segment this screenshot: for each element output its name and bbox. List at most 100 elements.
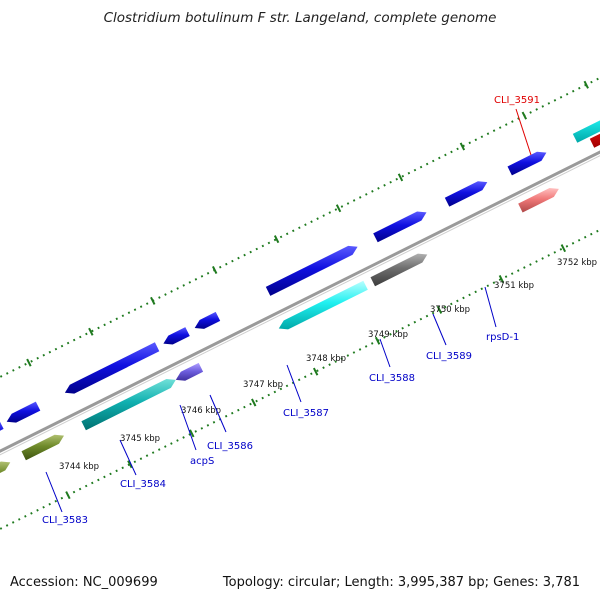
tick-row-outer-minor: [54, 347, 58, 351]
tick-row-inner-minor: [188, 433, 191, 436]
tick-row-inner-major: [127, 460, 133, 469]
tick-row-outer-minor: [340, 205, 344, 208]
tick-row-outer-minor: [243, 253, 246, 257]
tick-row-outer-minor: [18, 366, 21, 369]
tick-row-inner-major: [374, 336, 381, 345]
callout-line-CLI_3584: [119, 439, 137, 476]
tick-row-outer-minor: [456, 147, 459, 151]
tick-row-outer-minor: [115, 317, 119, 321]
tick-row-inner-minor: [529, 263, 532, 266]
tick-row-inner-minor: [72, 490, 76, 494]
tick-row-inner-minor: [212, 420, 216, 424]
gene-label-CLI_3587: CLI_3587: [283, 408, 329, 419]
tick-row-outer-minor: [395, 177, 398, 181]
tick-row-inner-minor: [565, 245, 569, 248]
gene-arrow: [373, 211, 427, 243]
tick-row-inner-minor: [30, 512, 33, 515]
tick-row-inner-minor: [352, 351, 356, 354]
tick-row-outer-minor: [273, 238, 277, 242]
tick-row-inner-minor: [230, 411, 234, 415]
tick-row-outer-minor: [237, 256, 240, 260]
tick-row-inner-minor: [553, 251, 557, 254]
tick-row-outer-minor: [547, 102, 551, 105]
tick-row-outer-minor: [206, 271, 210, 275]
tick-row-outer-minor: [438, 156, 441, 160]
callout-line-CLI_3586: [209, 394, 227, 433]
tick-row-inner-minor: [194, 430, 197, 433]
tick-row-outer-major: [150, 296, 156, 305]
tick-row-inner-minor: [5, 524, 9, 527]
gene-label-CLI_3591: CLI_3591: [494, 95, 540, 106]
tick-row-inner-minor: [468, 293, 471, 297]
backbone-highlight: [0, 155, 600, 456]
tick-row-inner-minor: [590, 232, 593, 236]
tick-row-inner-major: [436, 305, 443, 314]
tick-row-outer-minor: [231, 259, 234, 263]
tick-row-inner-minor: [237, 408, 240, 412]
tick-row-outer-minor: [352, 199, 356, 202]
tick-row-inner-minor: [36, 508, 39, 512]
tick-row-inner-minor: [91, 481, 94, 485]
callout-line-CLI_3591: [515, 108, 532, 156]
tick-row-outer-minor: [36, 356, 39, 360]
tick-row-inner-minor: [498, 278, 502, 281]
gene-arrow: [6, 401, 41, 423]
tick-row-outer-minor: [298, 226, 301, 230]
tick-row-inner-minor: [279, 387, 283, 391]
tick-row-outer-minor: [334, 208, 338, 211]
tick-row-outer-minor: [450, 150, 453, 154]
tick-row-inner-minor: [224, 414, 228, 418]
tick-row-inner-minor: [504, 275, 508, 278]
kbp-label: 3746 kbp: [181, 406, 221, 416]
tick-row-inner-minor: [370, 342, 374, 345]
tick-row-outer-minor: [145, 302, 149, 305]
tick-row-inner-minor: [42, 505, 45, 509]
tick-row-inner-minor: [273, 390, 277, 394]
tick-row-inner-minor: [103, 475, 106, 479]
callout-line-CLI_3588: [379, 338, 391, 368]
map-title: Clostridium botulinum F str. Langeland, …: [103, 10, 497, 26]
tick-row-inner-minor: [261, 396, 264, 400]
tick-row-outer-minor: [24, 363, 27, 366]
tick-row-inner-major: [560, 244, 567, 253]
tick-row-inner-minor: [364, 345, 368, 348]
tick-row-inner-minor: [401, 326, 404, 330]
callout-line-CLI_3583: [45, 471, 63, 513]
tick-row-inner-minor: [145, 454, 149, 457]
tick-row-outer-major: [459, 142, 466, 151]
callout-line-CLI_3589: [432, 313, 447, 346]
tick-row-inner-minor: [200, 427, 204, 430]
tick-row-inner-minor: [60, 496, 64, 500]
gene-arrow: [194, 311, 221, 329]
tick-row-outer-major: [521, 111, 528, 120]
tick-row-outer-minor: [389, 180, 392, 184]
tick-row-outer-minor: [425, 162, 429, 166]
tick-row-inner-minor: [139, 457, 143, 461]
tick-row-inner-major: [498, 274, 505, 284]
tick-row-inner-minor: [559, 248, 563, 251]
tick-row-inner-minor: [170, 442, 173, 445]
tick-row-inner-minor: [121, 466, 124, 470]
tick-row-outer-minor: [72, 338, 76, 342]
tick-row-inner-minor: [450, 302, 453, 306]
tick-row-inner-minor: [395, 329, 398, 333]
gene-arrow-CLI_3584: [81, 379, 176, 431]
tick-row-inner-minor: [285, 384, 289, 388]
tick-row-inner-minor: [413, 320, 417, 324]
tick-row-outer-minor: [401, 174, 405, 178]
tick-row-inner-minor: [164, 445, 167, 448]
tick-row-inner-major: [312, 367, 319, 376]
tick-row-inner-minor: [431, 311, 435, 315]
gene-arrow-CLI_3587: [278, 280, 368, 330]
tick-row-inner-minor: [48, 502, 51, 506]
tick-row-outer-minor: [596, 77, 599, 81]
kbp-label: 3749 kbp: [368, 330, 408, 340]
tick-row-outer-minor: [121, 314, 125, 318]
tick-row-inner-minor: [316, 369, 319, 373]
tick-row-inner-major: [189, 429, 195, 438]
tick-row-inner-minor: [389, 333, 392, 336]
tick-row-outer-minor: [322, 214, 325, 217]
tick-row-outer-major: [26, 358, 32, 367]
tick-row-outer-minor: [176, 287, 179, 290]
tick-row-inner-minor: [54, 499, 58, 503]
